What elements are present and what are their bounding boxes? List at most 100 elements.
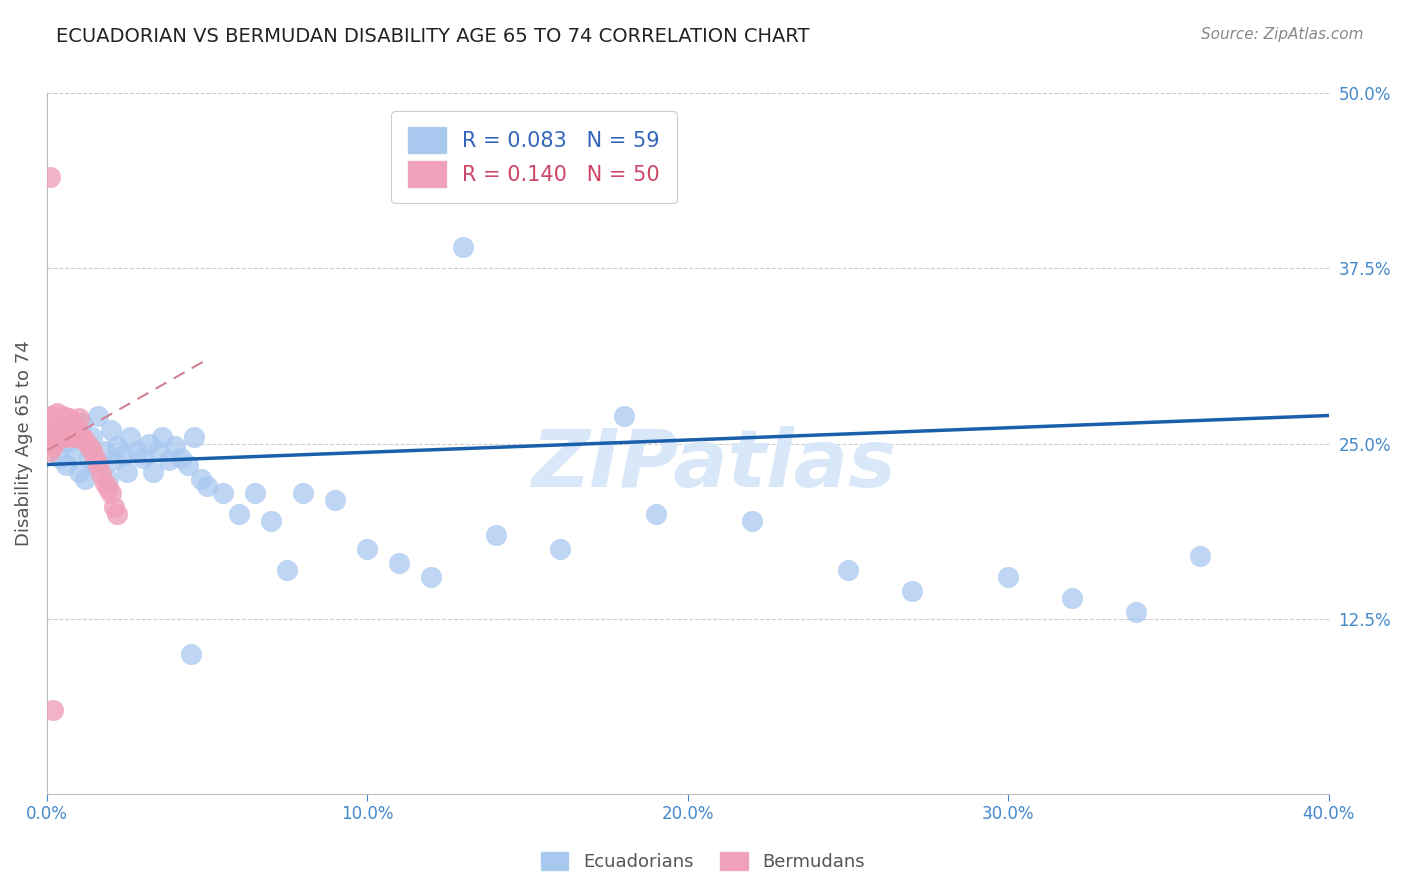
Point	[62, 443, 84, 458]
Point	[62, 416, 84, 430]
Point	[548, 541, 571, 556]
Point	[42, 434, 65, 448]
Point	[105, 439, 128, 453]
Point	[55, 423, 77, 437]
Point	[52, 429, 75, 443]
Point	[292, 485, 315, 500]
Point	[997, 569, 1019, 583]
Point	[93, 443, 115, 458]
Point	[39, 443, 62, 458]
Point	[212, 485, 235, 500]
Point	[62, 429, 84, 443]
Point	[87, 458, 110, 472]
Point	[45, 423, 67, 437]
Point	[62, 423, 84, 437]
Point	[276, 563, 298, 577]
Point	[48, 416, 70, 430]
Point	[42, 436, 65, 450]
Point	[100, 423, 122, 437]
Point	[42, 409, 65, 423]
Point	[67, 411, 90, 425]
Point	[190, 471, 212, 485]
Point	[52, 409, 75, 423]
Point	[177, 458, 200, 472]
Point	[97, 481, 120, 495]
Point	[125, 443, 148, 458]
Point	[103, 453, 125, 467]
Point	[58, 411, 80, 425]
Point	[45, 411, 67, 425]
Point	[45, 429, 67, 443]
Point	[228, 507, 250, 521]
Point	[1062, 591, 1084, 605]
Point	[1189, 549, 1212, 563]
Point	[77, 450, 100, 465]
Point	[142, 465, 165, 479]
Point	[388, 556, 411, 570]
Point	[105, 507, 128, 521]
Point	[150, 429, 173, 443]
Point	[613, 409, 636, 423]
Point	[180, 647, 202, 661]
Legend: Ecuadorians, Bermudans: Ecuadorians, Bermudans	[534, 845, 872, 879]
Point	[52, 423, 75, 437]
Point	[77, 439, 100, 453]
Point	[741, 514, 763, 528]
Point	[484, 527, 506, 541]
Point	[112, 448, 135, 462]
Point	[93, 475, 115, 490]
Point	[42, 703, 65, 717]
Point	[75, 434, 97, 448]
Point	[58, 419, 80, 434]
Point	[55, 429, 77, 443]
Point	[52, 416, 75, 430]
Text: ECUADORIAN VS BERMUDAN DISABILITY AGE 65 TO 74 CORRELATION CHART: ECUADORIAN VS BERMUDAN DISABILITY AGE 65…	[56, 27, 810, 45]
Point	[42, 416, 65, 430]
Point	[183, 429, 205, 443]
Point	[65, 419, 87, 434]
Point	[45, 419, 67, 434]
Point	[42, 425, 65, 440]
Text: ZIPatlas: ZIPatlas	[531, 425, 896, 503]
Point	[39, 429, 62, 443]
Point	[55, 411, 77, 425]
Point	[260, 514, 283, 528]
Point	[420, 569, 443, 583]
Point	[132, 450, 155, 465]
Point	[90, 467, 112, 482]
Point	[39, 409, 62, 423]
Point	[195, 478, 218, 492]
Point	[453, 240, 475, 254]
Point	[1125, 605, 1147, 619]
Point	[58, 434, 80, 448]
Point	[165, 439, 187, 453]
Point	[157, 453, 180, 467]
Point	[901, 583, 924, 598]
Point	[84, 450, 107, 465]
Point	[323, 492, 346, 507]
Point	[837, 563, 859, 577]
Point	[80, 429, 103, 443]
Point	[80, 443, 103, 458]
Point	[170, 450, 193, 465]
Point	[115, 465, 138, 479]
Text: Source: ZipAtlas.com: Source: ZipAtlas.com	[1201, 27, 1364, 42]
Point	[39, 170, 62, 185]
Point	[97, 471, 120, 485]
Y-axis label: Disability Age 65 to 74: Disability Age 65 to 74	[15, 341, 32, 547]
Point	[84, 458, 107, 472]
Point	[120, 429, 142, 443]
Point	[103, 500, 125, 514]
Legend: R = 0.083   N = 59, R = 0.140   N = 50: R = 0.083 N = 59, R = 0.140 N = 50	[391, 111, 676, 203]
Point	[87, 409, 110, 423]
Point	[65, 425, 87, 440]
Point	[138, 436, 160, 450]
Point	[39, 416, 62, 430]
Point	[67, 465, 90, 479]
Point	[52, 423, 75, 437]
Point	[45, 406, 67, 420]
Point	[39, 423, 62, 437]
Point	[100, 485, 122, 500]
Point	[48, 429, 70, 443]
Point	[45, 429, 67, 443]
